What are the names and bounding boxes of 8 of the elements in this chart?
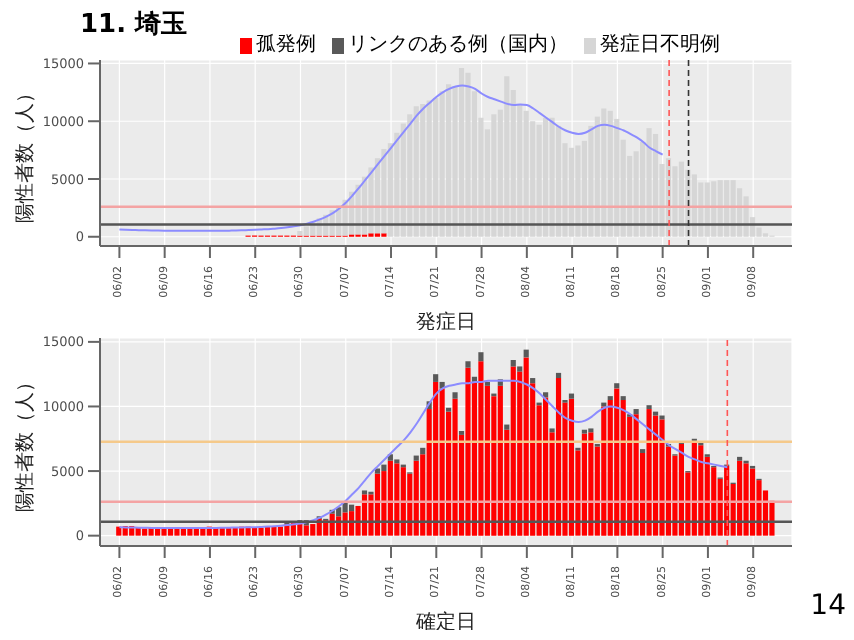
y-axis-title: 陽性者数（人） <box>13 372 38 512</box>
chart-title: 11. 埼玉 <box>80 8 188 42</box>
x-axis-title: 発症日 <box>416 310 476 334</box>
legend-label: 発症日不明例 <box>600 34 720 56</box>
text: 14 <box>810 590 846 622</box>
legend-label: リンクのある例（国内） <box>348 34 568 56</box>
legend-label: 孤発例 <box>256 34 316 56</box>
y-axis-title: 陽性者数（人） <box>13 83 38 223</box>
